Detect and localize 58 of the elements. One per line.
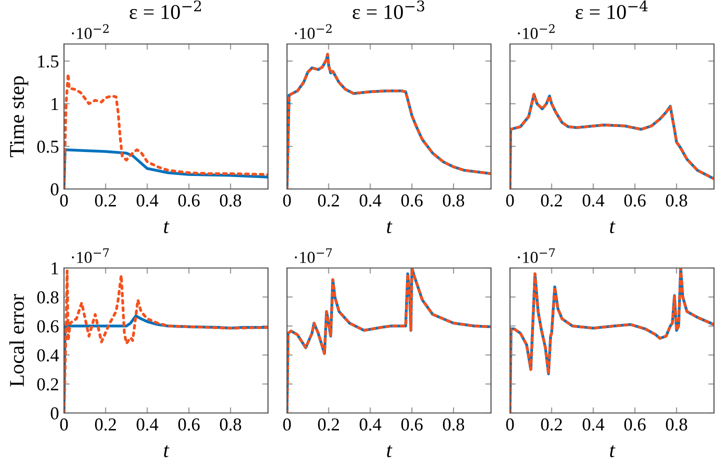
y-tick-label: 0 [50, 183, 58, 196]
x-tick-label: 0.4 [360, 418, 382, 431]
x-tick-label: 0.6 [178, 418, 200, 431]
x-tick-label: 0.4 [360, 194, 382, 207]
y-axis-title: Local error [9, 294, 24, 386]
y-tick-label: 0.6 [37, 320, 59, 333]
x-tick-label: 0.6 [624, 418, 646, 431]
x-tick-label: 0.6 [401, 418, 423, 431]
x-tick-label: 0.2 [318, 194, 339, 207]
x-tick-label: 0.2 [541, 194, 562, 207]
text: ·10$^{−2}$ [294, 24, 332, 40]
x-axis-title: t [164, 445, 170, 458]
x-tick-label: 0.6 [624, 194, 646, 207]
x-tick-label: 0.6 [178, 194, 200, 207]
y-tick-label: 0 [50, 407, 58, 420]
x-tick-label: 0.8 [442, 194, 464, 207]
x-tick-label: 0 [283, 418, 291, 431]
x-tick-label: 0.8 [220, 194, 242, 207]
x-tick-label: 0.8 [442, 418, 464, 431]
x-tick-label: 0 [506, 418, 514, 431]
y-tick-label: 0.2 [37, 378, 58, 391]
x-tick-label: 0.2 [95, 418, 116, 431]
y-tick-label: 1 [52, 98, 58, 110]
chart-title: ε = 10$^{−2}$ [130, 0, 201, 20]
text: ·10$^{−7}$ [518, 248, 555, 264]
chart-title: ε = 10$^{−3}$ [352, 0, 424, 20]
text: ·10$^{−2}$ [72, 24, 109, 40]
x-axis-title: t [164, 221, 170, 234]
x-tick-label: 0 [60, 194, 68, 207]
x-axis-title: t [610, 445, 616, 458]
x-tick-label: 0.4 [582, 418, 604, 431]
x-tick-label: 0.4 [582, 194, 604, 207]
x-tick-label: 0 [506, 194, 514, 207]
x-axis-title: t [387, 221, 392, 234]
x-axis-title: t [610, 221, 616, 234]
line-series [64, 270, 268, 413]
x-tick-label: 0.8 [220, 418, 242, 431]
y-axis-title: Time step [10, 76, 28, 158]
text: ·10$^{−2}$ [518, 24, 555, 40]
x-tick-label: 0.2 [541, 418, 562, 431]
x-tick-label: 0.8 [666, 418, 688, 431]
x-tick-label: 0.8 [666, 194, 688, 207]
x-axis-title: t [387, 445, 392, 458]
x-tick-label: 0 [60, 418, 68, 431]
x-tick-label: 0.4 [136, 418, 158, 431]
text: ·10$^{−7}$ [72, 248, 109, 264]
y-tick-label: 1 [52, 262, 58, 274]
x-tick-label: 0.4 [136, 194, 158, 207]
y-tick-label: 0.5 [37, 140, 58, 153]
x-tick-label: 0.6 [401, 194, 423, 207]
y-tick-label: 0.8 [37, 291, 58, 304]
y-tick-label: 0.4 [37, 349, 59, 362]
text: ·10$^{−7}$ [294, 248, 332, 264]
x-tick-label: 0.2 [318, 418, 339, 431]
chart-title: ε = 10$^{−4}$ [576, 0, 648, 20]
y-tick-label: 1.5 [38, 55, 58, 68]
x-tick-label: 0.2 [95, 194, 116, 207]
x-tick-label: 0 [283, 194, 291, 207]
